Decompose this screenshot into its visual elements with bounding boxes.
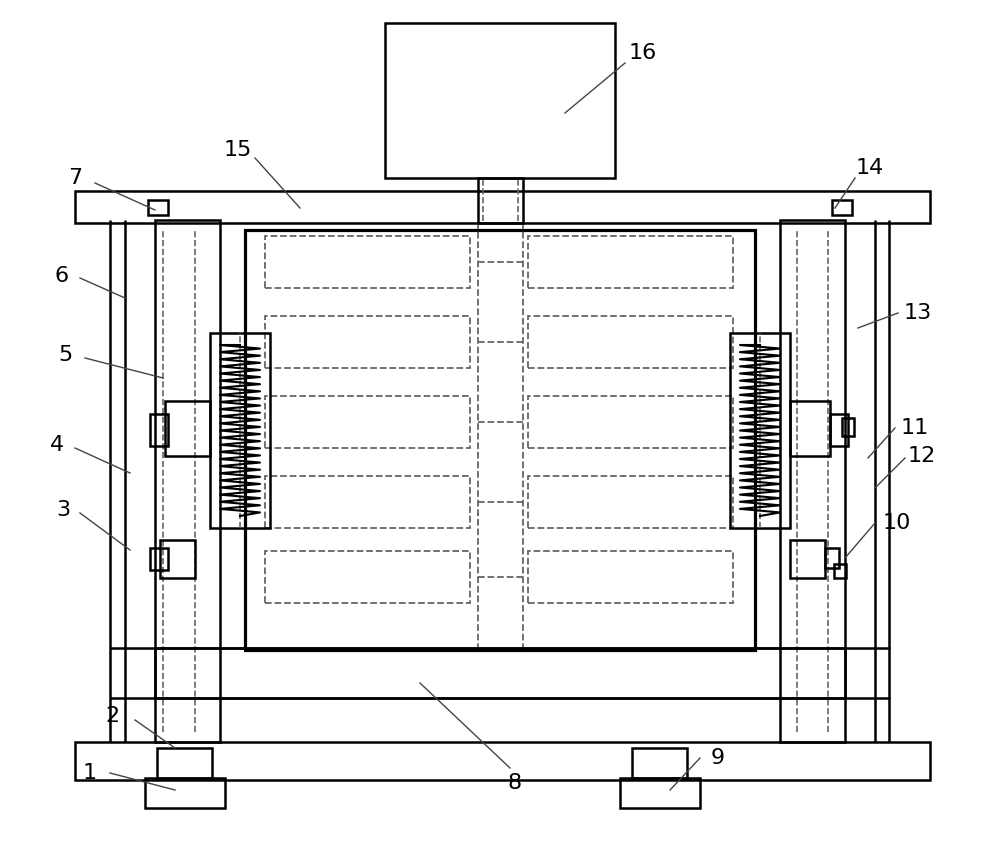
Text: 9: 9	[711, 748, 725, 768]
Text: 8: 8	[508, 773, 522, 793]
Bar	[842, 418, 854, 436]
Bar	[790, 401, 830, 456]
Text: 14: 14	[856, 158, 884, 178]
Bar	[265, 236, 470, 288]
Bar	[210, 333, 270, 528]
Bar	[157, 748, 212, 778]
Bar	[148, 200, 168, 215]
Bar	[155, 648, 845, 698]
Bar	[160, 540, 195, 578]
Bar	[780, 220, 845, 742]
Text: 16: 16	[629, 43, 657, 63]
Bar	[155, 220, 220, 742]
Bar	[150, 414, 168, 446]
Bar	[730, 333, 790, 528]
Bar	[478, 178, 523, 223]
Bar	[834, 564, 846, 578]
Bar	[528, 236, 733, 288]
Bar	[150, 548, 168, 570]
Text: 12: 12	[908, 446, 936, 466]
Bar	[825, 548, 839, 568]
Bar	[245, 230, 755, 650]
Text: 7: 7	[68, 168, 82, 188]
Bar	[528, 396, 733, 448]
Bar	[528, 316, 733, 368]
Text: 4: 4	[50, 435, 64, 455]
Bar	[145, 778, 225, 808]
Text: 2: 2	[105, 706, 119, 726]
Bar	[265, 396, 470, 448]
Bar	[75, 191, 930, 223]
Bar	[165, 401, 210, 456]
Text: 11: 11	[901, 418, 929, 438]
Bar	[620, 778, 700, 808]
Text: 1: 1	[83, 763, 97, 783]
Text: 5: 5	[58, 345, 72, 365]
Text: 13: 13	[904, 303, 932, 323]
Bar	[528, 476, 733, 528]
Bar	[790, 540, 825, 578]
Bar	[265, 316, 470, 368]
Text: 10: 10	[883, 513, 911, 533]
Bar	[385, 23, 615, 178]
Bar	[632, 748, 687, 778]
Bar	[832, 200, 852, 215]
Text: 3: 3	[56, 500, 70, 520]
Bar	[265, 551, 470, 603]
Text: 15: 15	[224, 140, 252, 160]
Text: 6: 6	[55, 266, 69, 286]
Bar	[75, 742, 930, 780]
Bar	[830, 414, 848, 446]
Bar	[265, 476, 470, 528]
Bar	[528, 551, 733, 603]
